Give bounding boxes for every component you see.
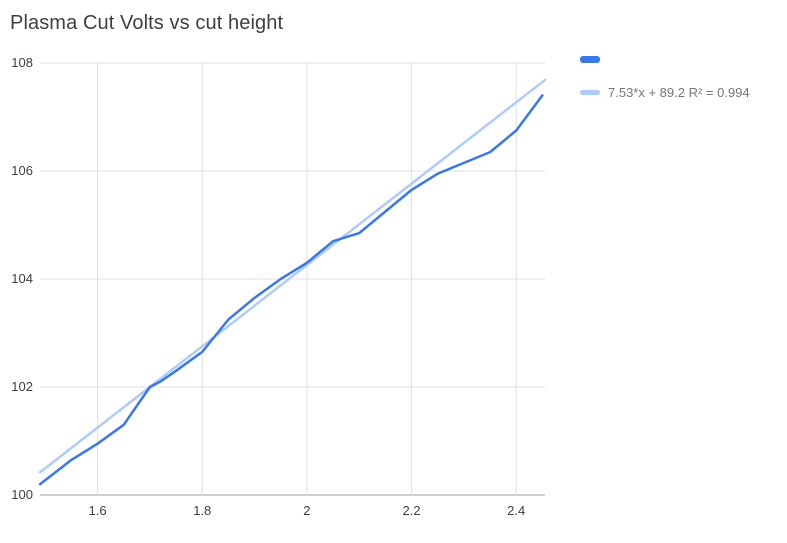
x-axis-tick-label: 2.4 bbox=[507, 503, 525, 518]
x-axis-tick-label: 1.6 bbox=[89, 503, 107, 518]
legend-item-series[interactable] bbox=[580, 56, 750, 63]
trendline-swatch bbox=[580, 90, 600, 95]
y-axis-tick-label: 100 bbox=[11, 487, 33, 502]
y-axis-tick-label: 108 bbox=[11, 55, 33, 70]
trendline-equation-label: 7.53*x + 89.2 R² = 0.994 bbox=[608, 85, 750, 100]
y-axis-tick-label: 106 bbox=[11, 163, 33, 178]
y-axis-tick-label: 102 bbox=[11, 379, 33, 394]
chart-title: Plasma Cut Volts vs cut height bbox=[10, 12, 284, 34]
x-axis-tick-label: 2.2 bbox=[403, 503, 421, 518]
series-swatch bbox=[580, 56, 600, 63]
y-axis-tick-label: 104 bbox=[11, 271, 33, 286]
legend-item-trendline[interactable]: 7.53*x + 89.2 R² = 0.994 bbox=[580, 85, 750, 100]
series-line bbox=[38, 94, 544, 486]
x-axis-tick-label: 1.8 bbox=[193, 503, 211, 518]
x-axis-tick-label: 2 bbox=[303, 503, 310, 518]
legend: 7.53*x + 89.2 R² = 0.994 bbox=[580, 56, 750, 100]
trendline bbox=[38, 78, 547, 474]
